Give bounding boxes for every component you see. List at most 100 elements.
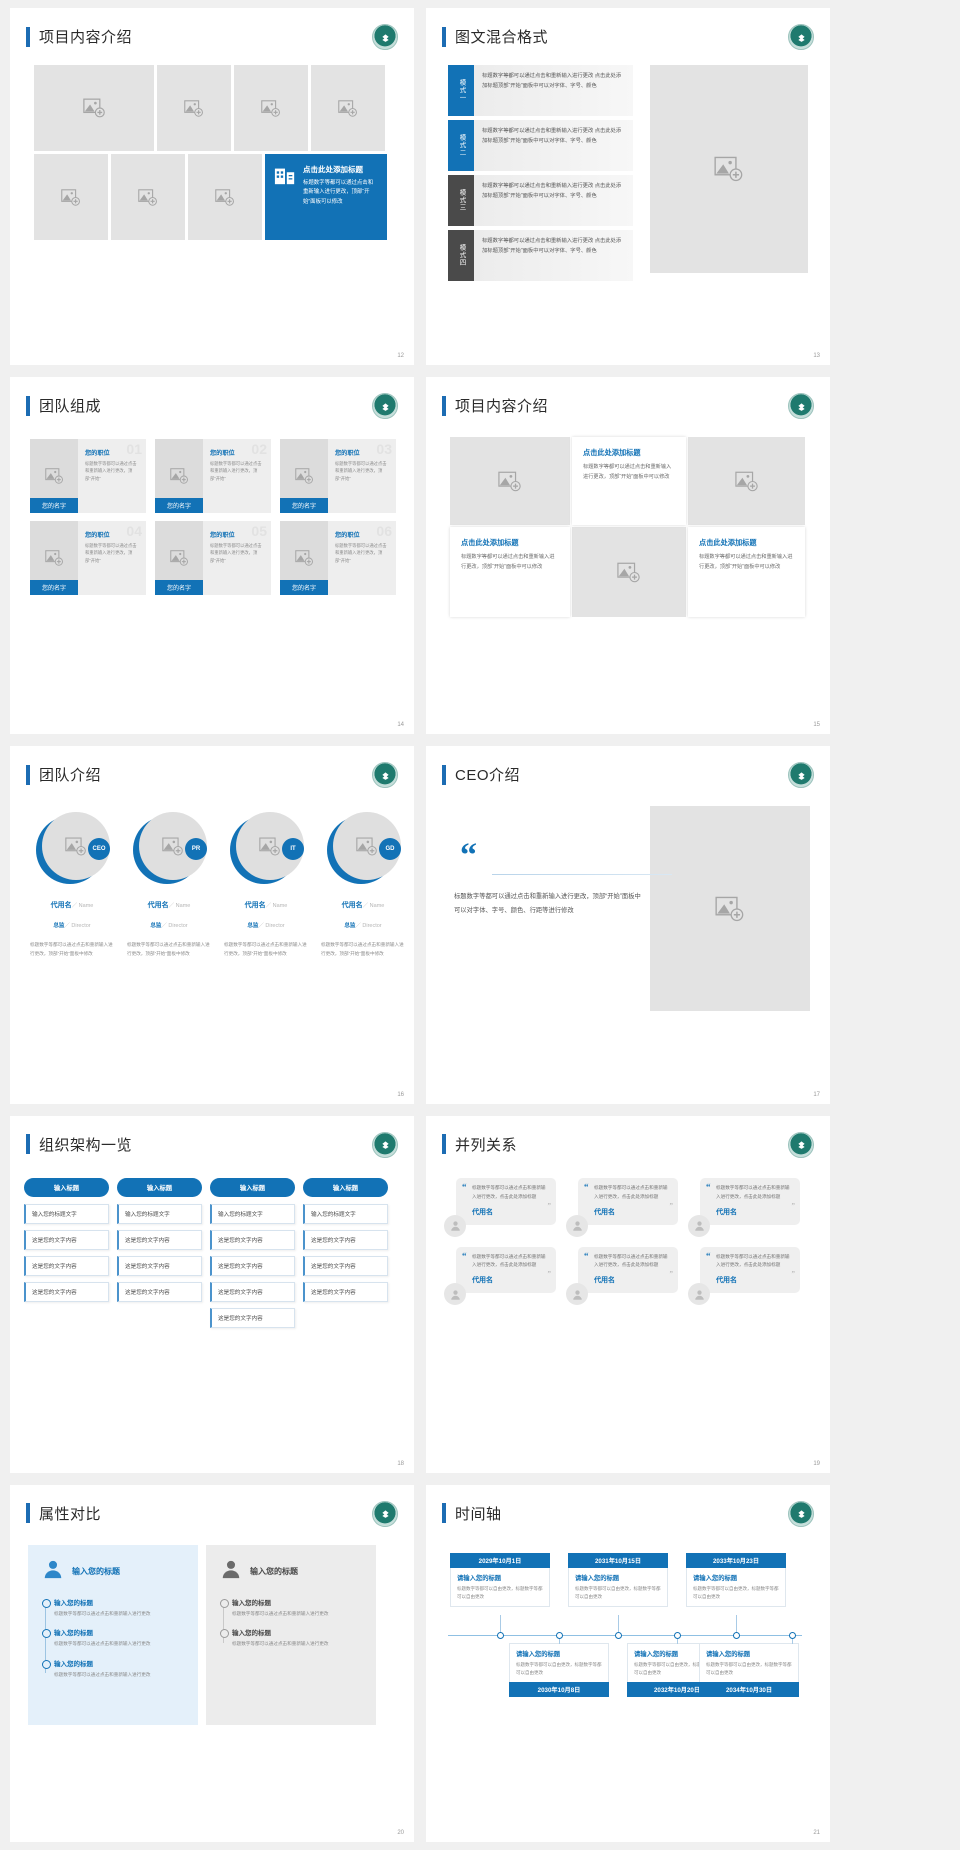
team-member-card[interactable]: 您的名字 01 您的职位 标题数字等都可以通过点击和重新输入进行更改，顶部“开始…: [30, 439, 146, 514]
school-emblem-icon: [372, 24, 398, 50]
timeline-event-bottom[interactable]: 请输入您的标题 标题数字等都可以自由更改，标题数字等都可以自由更改 2030年1…: [509, 1642, 609, 1697]
timeline-event-top[interactable]: 2031年10月15日 请输入您的标题 标题数字等都可以自由更改，标题数字等都可…: [568, 1552, 668, 1607]
quote-item[interactable]: “ 标题数字等都可以通过点击和重新输入进行更改，点击此处添加标题 ” 代用名: [566, 1177, 678, 1237]
org-cell[interactable]: 这是您的文字内容: [303, 1229, 388, 1250]
person-avatar[interactable]: IT: [230, 812, 304, 885]
timeline-event-bottom[interactable]: 请输入您的标题 标题数字等都可以自由更改，标题数字等都可以自由更改 2034年1…: [699, 1642, 799, 1697]
panel-item[interactable]: 输入您的标题 标题数字等都可以通过点击和重新输入进行更改: [220, 1627, 362, 1648]
member-photo-placeholder[interactable]: 您的名字: [280, 439, 328, 514]
slide-18[interactable]: 组织架构一览 输入标题 输入您的标题文字 这是您的文字内容 这是您的文字内容 这…: [10, 1115, 414, 1473]
quote-text: 标题数字等都可以通过点击和重新输入进行更改，点击此处添加标题: [594, 1253, 668, 1268]
panel-item[interactable]: 输入您的标题 标题数字等都可以通过点击和重新输入进行更改: [220, 1597, 362, 1618]
org-cell[interactable]: 这是您的文字内容: [210, 1255, 295, 1276]
timeline-event-top[interactable]: 2033年10月23日 请输入您的标题 标题数字等都可以自由更改，标题数字等都可…: [686, 1552, 786, 1607]
person-card[interactable]: PR 代用名／ Name 总监／ Director 标题数字等都可以通过点击和重…: [123, 812, 215, 958]
event-heading: 请输入您的标题: [693, 1574, 738, 1582]
mode-row[interactable]: 模式三 标题数字等都可以通过点击和重新输入进行更改 点击此处添加标题顶部“开始”…: [448, 175, 633, 226]
slide-17[interactable]: CEO介绍 “ 标题数字等都可以通过点击和重新输入进行更改，顶部“开始”面板中可…: [426, 746, 830, 1104]
quote-item[interactable]: “ 标题数字等都可以通过点击和重新输入进行更改，点击此处添加标题 ” 代用名: [688, 1177, 800, 1237]
image-placeholder[interactable]: [111, 154, 185, 240]
slide-21[interactable]: 时间轴 2029年10月1日 请输入您的标题 标题数字等都可以自由更改，标题数字…: [426, 1484, 830, 1842]
quote-item[interactable]: “ 标题数字等都可以通过点击和重新输入进行更改，点击此处添加标题 ” 代用名: [444, 1177, 556, 1237]
mode-tag: 模式二: [448, 120, 474, 171]
quote-item[interactable]: “ 标题数字等都可以通过点击和重新输入进行更改，点击此处添加标题 ” 代用名: [444, 1246, 556, 1306]
team-member-card[interactable]: 您的名字 03 您的职位 标题数字等都可以通过点击和重新输入进行更改，顶部“开始…: [280, 439, 396, 514]
slide-14[interactable]: 团队组成 您的名字 01 您的职位 标题数字等都可以通过点击和重新输入进行更改，…: [10, 377, 414, 735]
slide-12[interactable]: 项目内容介绍 点击此处添加标题 标题数字等都可以通过点击和重新输入进行更改，顶部…: [10, 8, 414, 366]
person-card[interactable]: CEO 代用名／ Name 总监／ Director 标题数字等都可以通过点击和…: [26, 812, 118, 958]
mode-row[interactable]: 模式四 标题数字等都可以通过点击和重新输入进行更改 点击此处添加标题顶部“开始”…: [448, 230, 633, 281]
org-cell[interactable]: 输入您的标题文字: [210, 1203, 295, 1224]
slide-20[interactable]: 属性对比 输入您的标题 输入您的标题 标题数字等都可以通过点击和重新输入进行更改…: [10, 1484, 414, 1842]
image-placeholder[interactable]: [688, 437, 805, 526]
panel-item-list: 输入您的标题 标题数字等都可以通过点击和重新输入进行更改 输入您的标题 标题数字…: [220, 1597, 362, 1649]
person-card[interactable]: GD 代用名／ Name 总监／ Director 标题数字等都可以通过点击和重…: [317, 812, 409, 958]
text-card[interactable]: 点击此处添加标题 标题数字等都可以通过点击和重新输入进行更改，顶部“开始”面板中…: [688, 527, 805, 618]
member-photo-placeholder[interactable]: 您的名字: [155, 521, 203, 596]
person-desc: 标题数字等都可以通过点击和重新输入进行更改，顶部“开始”面板中修改: [127, 942, 210, 957]
title-accent-bar: [442, 1503, 446, 1524]
person-card[interactable]: IT 代用名／ Name 总监／ Director 标题数字等都可以通过点击和重…: [220, 812, 312, 958]
org-column-header[interactable]: 输入标题: [210, 1177, 295, 1197]
team-member-card[interactable]: 您的名字 02 您的职位 标题数字等都可以通过点击和重新输入进行更改，顶部“开始…: [155, 439, 271, 514]
org-cell[interactable]: 输入您的标题文字: [24, 1203, 109, 1224]
image-placeholder[interactable]: [234, 65, 308, 151]
event-desc: 标题数字等都可以自由更改，标题数字等都可以自由更改: [693, 1585, 779, 1599]
person-avatar[interactable]: CEO: [36, 812, 110, 885]
text-card[interactable]: 点击此处添加标题 标题数字等都可以通过点击和重新输入进行更改，顶部“开始”面板中…: [450, 527, 570, 618]
org-cell[interactable]: 这是您的文字内容: [303, 1255, 388, 1276]
text-card[interactable]: 点击此处添加标题 标题数字等都可以通过点击和重新输入进行更改，顶部“开始”面板中…: [572, 437, 686, 526]
slide-13[interactable]: 图文混合格式 模式一 标题数字等都可以通过点击和重新输入进行更改 点击此处添加标…: [426, 8, 830, 366]
slide-16[interactable]: 团队介绍 CEO 代用名／ Name 总监／ Director 标题数字等都可以…: [10, 746, 414, 1104]
comparison-panel-left[interactable]: 输入您的标题 输入您的标题 标题数字等都可以通过点击和重新输入进行更改 输入您的…: [28, 1544, 198, 1725]
org-cell[interactable]: 这是您的文字内容: [210, 1229, 295, 1250]
org-cell[interactable]: 输入您的标题文字: [117, 1203, 202, 1224]
org-column-header[interactable]: 输入标题: [117, 1177, 202, 1197]
quote-item[interactable]: “ 标题数字等都可以通过点击和重新输入进行更改，点击此处添加标题 ” 代用名: [688, 1246, 800, 1306]
org-cell[interactable]: 这是您的文字内容: [24, 1229, 109, 1250]
org-column-header[interactable]: 输入标题: [303, 1177, 388, 1197]
image-placeholder[interactable]: [650, 806, 810, 1012]
org-cell[interactable]: 这是您的文字内容: [117, 1255, 202, 1276]
team-member-card[interactable]: 您的名字 05 您的职位 标题数字等都可以通过点击和重新输入进行更改，顶部“开始…: [155, 521, 271, 596]
member-photo-placeholder[interactable]: 您的名字: [155, 439, 203, 514]
member-photo-placeholder[interactable]: 您的名字: [30, 521, 78, 596]
image-placeholder[interactable]: [157, 65, 231, 151]
image-placeholder[interactable]: [450, 437, 570, 526]
person-avatar[interactable]: PR: [133, 812, 207, 885]
team-member-card[interactable]: 您的名字 04 您的职位 标题数字等都可以通过点击和重新输入进行更改，顶部“开始…: [30, 521, 146, 596]
slide-15[interactable]: 项目内容介绍 点击此处添加标题 标题数字等都可以通过点击和重新输入进行更改，顶部…: [426, 377, 830, 735]
image-placeholder[interactable]: [34, 65, 154, 151]
panel-item[interactable]: 输入您的标题 标题数字等都可以通过点击和重新输入进行更改: [42, 1627, 184, 1648]
panel-item[interactable]: 输入您的标题 标题数字等都可以通过点击和重新输入进行更改: [42, 1597, 184, 1618]
org-cell[interactable]: 这是您的文字内容: [24, 1281, 109, 1302]
image-placeholder[interactable]: [650, 65, 808, 273]
team-member-card[interactable]: 您的名字 06 您的职位 标题数字等都可以通过点击和重新输入进行更改，顶部“开始…: [280, 521, 396, 596]
image-placeholder[interactable]: [188, 154, 262, 240]
org-cell[interactable]: 这是您的文字内容: [117, 1229, 202, 1250]
image-placeholder[interactable]: [311, 65, 385, 151]
comparison-panel-right[interactable]: 输入您的标题 输入您的标题 标题数字等都可以通过点击和重新输入进行更改 输入您的…: [206, 1544, 376, 1725]
quote-open-icon: “: [462, 1181, 467, 1192]
org-cell[interactable]: 这是您的文字内容: [303, 1281, 388, 1302]
member-photo-placeholder[interactable]: 您的名字: [30, 439, 78, 514]
mode-row[interactable]: 模式二 标题数字等都可以通过点击和重新输入进行更改 点击此处添加标题顶部“开始”…: [448, 120, 633, 171]
mode-row[interactable]: 模式一 标题数字等都可以通过点击和重新输入进行更改 点击此处添加标题顶部“开始”…: [448, 65, 633, 116]
org-cell[interactable]: 这是您的文字内容: [210, 1307, 295, 1328]
quote-item[interactable]: “ 标题数字等都可以通过点击和重新输入进行更改，点击此处添加标题 ” 代用名: [566, 1246, 678, 1306]
panel-item[interactable]: 输入您的标题 标题数字等都可以通过点击和重新输入进行更改: [42, 1658, 184, 1679]
person-avatar[interactable]: GD: [327, 812, 401, 885]
org-cell[interactable]: 这是您的文字内容: [210, 1281, 295, 1302]
org-column-header[interactable]: 输入标题: [24, 1177, 109, 1197]
image-placeholder[interactable]: [572, 527, 686, 618]
member-name: 您的名字: [155, 498, 203, 514]
member-photo-placeholder[interactable]: 您的名字: [280, 521, 328, 596]
slide-19[interactable]: 并列关系 “ 标题数字等都可以通过点击和重新输入进行更改，点击此处添加标题 ” …: [426, 1115, 830, 1473]
org-cell[interactable]: 输入您的标题文字: [303, 1203, 388, 1224]
highlight-callout[interactable]: 点击此处添加标题 标题数字等都可以通过点击和重新输入进行更改，顶部“开始”面板可…: [265, 154, 387, 240]
org-cell[interactable]: 这是您的文字内容: [24, 1255, 109, 1276]
image-placeholder[interactable]: [34, 154, 108, 240]
timeline: 2029年10月1日 请输入您的标题 标题数字等都可以自由更改，标题数字等都可以…: [444, 1543, 806, 1733]
timeline-event-top[interactable]: 2029年10月1日 请输入您的标题 标题数字等都可以自由更改，标题数字等都可以…: [450, 1552, 550, 1607]
org-cell[interactable]: 这是您的文字内容: [117, 1281, 202, 1302]
